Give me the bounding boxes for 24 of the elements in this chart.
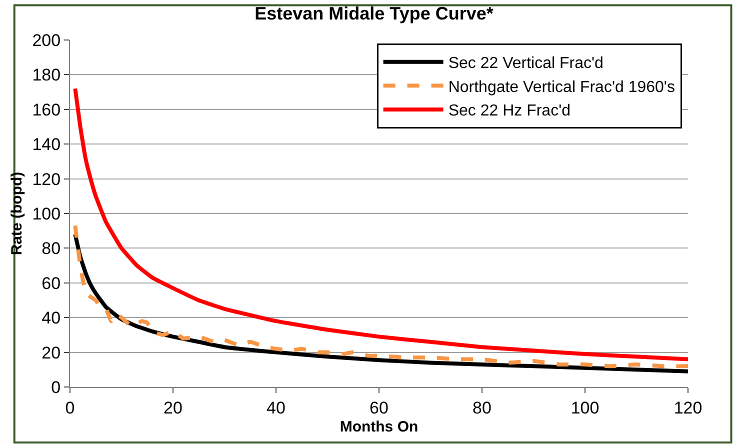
y-tick-label: 180 — [32, 66, 61, 85]
y-tick-label: 60 — [42, 274, 61, 293]
legend-label: Sec 22 Vertical Frac'd — [448, 55, 604, 72]
y-tick-label: 0 — [51, 378, 61, 397]
x-tick-label: 20 — [164, 398, 182, 418]
x-tick-label: 80 — [472, 398, 492, 418]
y-tick-label: 160 — [32, 100, 61, 120]
x-tick-label: 60 — [370, 398, 388, 418]
x-tick-label: 120 — [674, 398, 702, 418]
x-tick-label: 100 — [570, 398, 600, 418]
chart-title: Estevan Midale Type Curve* — [254, 3, 494, 24]
y-tick-label: 200 — [32, 30, 61, 50]
y-tick-label: 20 — [42, 343, 61, 362]
x-tick-label: 40 — [266, 398, 286, 418]
legend-label: Northgate Vertical Frac'd 1960's — [448, 78, 675, 96]
y-tick-label: 120 — [32, 170, 61, 189]
x-axis-title: Months On — [340, 418, 418, 436]
x-tick-label: 0 — [65, 398, 75, 418]
y-tick-label: 100 — [32, 204, 61, 224]
y-axis-title: Rate (bopd) — [8, 172, 26, 256]
y-tick-label: 80 — [42, 239, 61, 258]
legend-label: Sec 22 Hz Frac'd — [448, 102, 571, 120]
y-tick-label: 140 — [32, 135, 61, 154]
y-tick-label: 40 — [42, 308, 61, 328]
